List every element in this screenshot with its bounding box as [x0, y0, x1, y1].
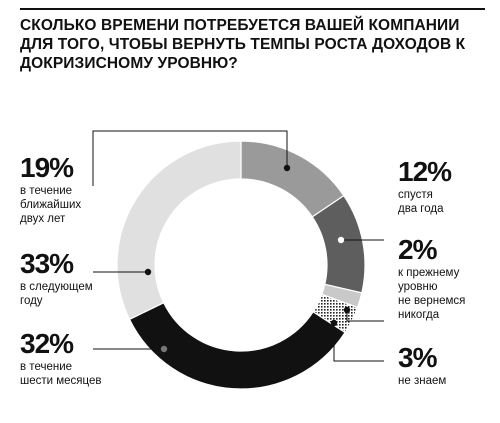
- leader-12-dot: [337, 236, 345, 244]
- label-33-value: 33%: [20, 248, 74, 279]
- chart-title: СКОЛЬКО ВРЕМЕНИ ПОТРЕБУЕТСЯ ВАШЕЙ КОМПАН…: [20, 17, 466, 72]
- label-3-text: не знаем: [398, 375, 447, 387]
- leader-19-dot: [283, 164, 291, 172]
- label-12-text: спустя два года: [398, 189, 444, 215]
- leader-3-dot: [330, 319, 338, 327]
- label-12: 12% спустя два года: [398, 156, 452, 216]
- top-rule: [20, 8, 485, 10]
- leader-33-dot: [144, 268, 152, 276]
- label-2: 2% к прежнему уровню не вернемся никогда: [398, 236, 465, 322]
- leader-19: [92, 130, 288, 186]
- label-3-value: 3%: [398, 342, 437, 373]
- label-2-value: 2%: [398, 234, 437, 265]
- label-12-value: 12%: [398, 156, 452, 187]
- label-19: 19% в течение ближайших двух лет: [20, 154, 81, 226]
- leader-32-dot: [160, 345, 168, 353]
- label-3: 3% не знаем: [398, 344, 446, 388]
- label-19-value: 19%: [20, 152, 74, 183]
- label-32-value: 32%: [20, 328, 74, 359]
- label-33: 33% в следующем году: [20, 250, 93, 308]
- leader-2-dot: [343, 306, 351, 314]
- label-32: 32% в течение шести месяцев: [20, 330, 102, 388]
- leader-3: [333, 323, 384, 362]
- segment-32: [128, 301, 346, 390]
- label-2-text: к прежнему уровню не вернемся никогда: [398, 267, 466, 321]
- leader-2: [346, 310, 384, 322]
- donut-segments: [116, 140, 366, 390]
- segment-33: [116, 140, 242, 321]
- leader-lines: [92, 130, 384, 362]
- label-19-text: в течение ближайших двух лет: [20, 185, 82, 225]
- label-32-text: в течение шести месяцев: [20, 361, 102, 387]
- label-33-text: в следующем году: [20, 281, 93, 307]
